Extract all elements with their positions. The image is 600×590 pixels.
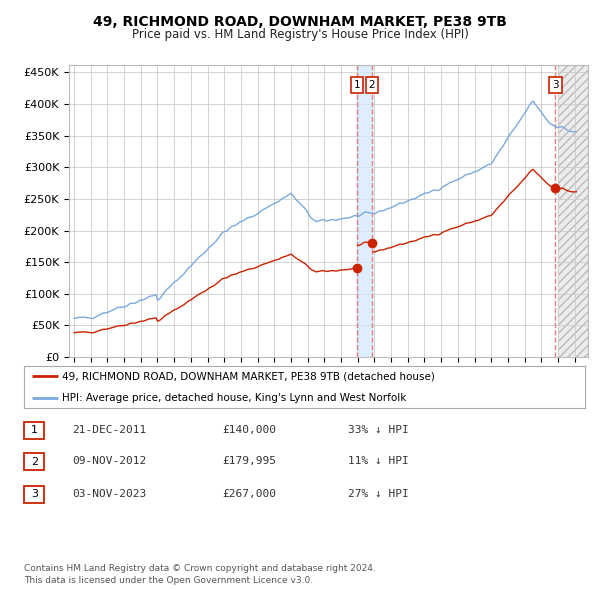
FancyBboxPatch shape xyxy=(24,486,44,503)
Text: 2: 2 xyxy=(31,457,38,467)
Text: £179,995: £179,995 xyxy=(222,457,276,466)
Text: 11% ↓ HPI: 11% ↓ HPI xyxy=(348,457,409,466)
Text: 3: 3 xyxy=(31,490,38,499)
Text: Contains HM Land Registry data © Crown copyright and database right 2024.: Contains HM Land Registry data © Crown c… xyxy=(24,563,376,572)
Text: £140,000: £140,000 xyxy=(222,425,276,434)
Text: £267,000: £267,000 xyxy=(222,489,276,499)
FancyBboxPatch shape xyxy=(24,422,44,438)
Bar xyxy=(357,65,372,357)
Text: 21-DEC-2011: 21-DEC-2011 xyxy=(72,425,146,434)
Bar xyxy=(558,65,588,357)
Text: This data is licensed under the Open Government Licence v3.0.: This data is licensed under the Open Gov… xyxy=(24,576,313,585)
Text: Price paid vs. HM Land Registry's House Price Index (HPI): Price paid vs. HM Land Registry's House … xyxy=(131,28,469,41)
Text: 49, RICHMOND ROAD, DOWNHAM MARKET, PE38 9TB (detached house): 49, RICHMOND ROAD, DOWNHAM MARKET, PE38 … xyxy=(62,372,435,381)
Text: 33% ↓ HPI: 33% ↓ HPI xyxy=(348,425,409,434)
Text: 3: 3 xyxy=(552,80,559,90)
Text: 09-NOV-2012: 09-NOV-2012 xyxy=(72,457,146,466)
Text: 2: 2 xyxy=(369,80,376,90)
Text: 49, RICHMOND ROAD, DOWNHAM MARKET, PE38 9TB: 49, RICHMOND ROAD, DOWNHAM MARKET, PE38 … xyxy=(93,15,507,29)
Text: HPI: Average price, detached house, King's Lynn and West Norfolk: HPI: Average price, detached house, King… xyxy=(62,393,407,402)
Text: 03-NOV-2023: 03-NOV-2023 xyxy=(72,489,146,499)
FancyBboxPatch shape xyxy=(24,454,44,470)
Bar xyxy=(558,65,588,357)
Text: 1: 1 xyxy=(354,80,361,90)
Text: 1: 1 xyxy=(31,425,38,435)
Text: 27% ↓ HPI: 27% ↓ HPI xyxy=(348,489,409,499)
